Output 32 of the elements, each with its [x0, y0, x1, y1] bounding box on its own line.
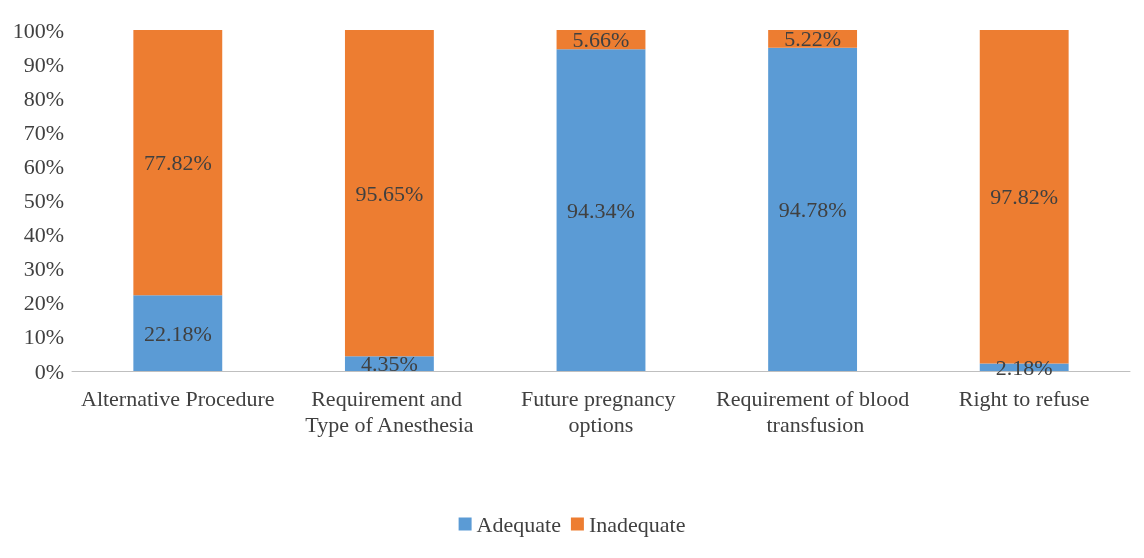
y-tick-label: 90%: [23, 51, 64, 77]
x-tick-label: Requirement of blood transfusion: [716, 385, 910, 437]
legend-label: Adequate: [476, 511, 561, 537]
y-tick-label: 10%: [23, 324, 64, 350]
y-tick-label: 80%: [23, 85, 64, 111]
y-tick-label: 0%: [34, 358, 64, 384]
bar: [133, 30, 223, 296]
data-label: 5.66%: [572, 27, 630, 53]
bar: [556, 49, 646, 371]
x-tick-label: Requirement and Type of Anesthesia: [305, 385, 474, 437]
y-tick-label: 40%: [23, 222, 64, 248]
y-tick-label: 100%: [12, 17, 64, 43]
y-tick-label: 50%: [23, 188, 64, 213]
data-label: 77.82%: [143, 150, 212, 176]
legend-label: Inadequate: [588, 511, 686, 537]
bar: [768, 47, 858, 371]
x-tick-label: Right to refuse: [958, 385, 1090, 411]
y-tick-label: 30%: [23, 256, 64, 282]
y-tick-label: 20%: [23, 290, 64, 316]
bar: [133, 295, 223, 371]
data-label: 5.22%: [784, 26, 842, 52]
y-tick-label: 60%: [23, 153, 64, 179]
bar: [344, 30, 434, 357]
data-label: 22.18%: [143, 320, 212, 346]
data-label: 95.65%: [355, 180, 424, 206]
x-tick-label: Future pregnancy options: [520, 385, 682, 437]
data-label: 97.82%: [990, 184, 1059, 210]
data-label: 4.35%: [360, 351, 418, 377]
data-label: 94.78%: [778, 196, 847, 222]
y-tick-label: 70%: [23, 119, 64, 145]
x-tick-label: Alternative Procedure: [80, 385, 275, 411]
data-label: 94.34%: [567, 197, 635, 223]
